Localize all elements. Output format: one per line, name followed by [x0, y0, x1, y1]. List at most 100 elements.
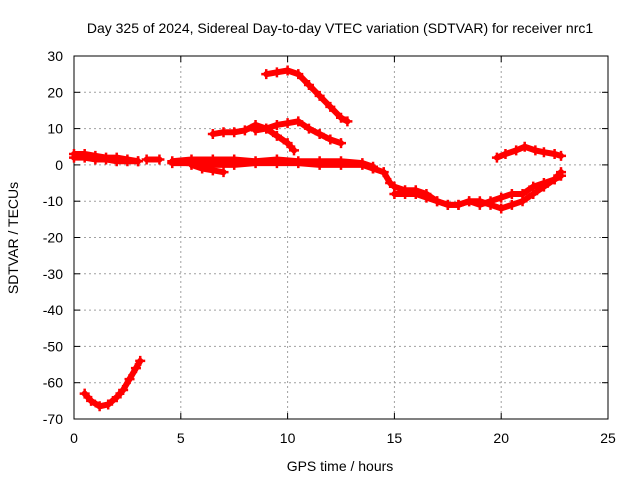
data-point	[314, 90, 325, 101]
x-tick-label: 10	[280, 430, 296, 446]
data-point	[491, 152, 502, 163]
data-point	[453, 199, 464, 210]
data-point	[325, 101, 336, 112]
y-tick-label: -50	[43, 338, 63, 354]
data-point	[293, 69, 304, 80]
data-point	[239, 125, 250, 136]
chart-title: Day 325 of 2024, Sidereal Day-to-day VTE…	[87, 20, 593, 36]
data-point	[271, 158, 282, 169]
data-point	[357, 159, 368, 170]
data-point	[506, 199, 517, 210]
data-point	[229, 127, 240, 138]
data-point	[314, 159, 325, 170]
y-tick-label: 10	[47, 121, 63, 137]
data-point	[218, 127, 229, 138]
data-point	[293, 116, 304, 127]
series-line-arc-6	[188, 161, 227, 176]
data-point	[432, 196, 443, 207]
data-point	[368, 163, 379, 174]
data-point	[506, 188, 517, 199]
data-point	[154, 154, 165, 165]
y-tick-label: -60	[43, 375, 63, 391]
data-point	[293, 158, 304, 169]
data-point	[124, 374, 135, 385]
data-point	[496, 192, 507, 203]
data-point	[378, 167, 389, 178]
data-point	[538, 147, 549, 158]
y-tick-label: -70	[43, 411, 63, 427]
data-point	[118, 384, 129, 395]
data-point	[325, 134, 336, 145]
x-axis-label: GPS time / hours	[287, 458, 394, 474]
data-point	[135, 355, 146, 366]
data-point	[342, 116, 353, 127]
data-point	[141, 154, 152, 165]
x-tick-label: 5	[177, 430, 185, 446]
data-point	[500, 149, 511, 160]
x-tick-label: 20	[493, 430, 509, 446]
data-point	[79, 388, 90, 399]
data-point	[282, 65, 293, 76]
data-point	[538, 181, 549, 192]
y-tick-label: 20	[47, 84, 63, 100]
data-point	[303, 80, 314, 91]
data-point	[464, 196, 475, 207]
data-point	[111, 156, 122, 167]
data-point	[556, 167, 567, 178]
data-point	[442, 199, 453, 210]
data-point	[101, 154, 112, 165]
data-point	[111, 392, 122, 403]
data-point	[336, 112, 346, 123]
data-point	[167, 158, 178, 169]
data-point	[229, 159, 240, 170]
axis-ticks	[73, 55, 609, 420]
data-point	[556, 150, 567, 161]
data-point	[303, 123, 314, 134]
data-series	[69, 65, 567, 412]
data-point	[549, 149, 560, 160]
data-point	[130, 363, 141, 374]
data-point	[103, 399, 114, 410]
data-point	[94, 401, 105, 412]
y-axis-label: SDTVAR / TECUs	[5, 182, 21, 294]
data-point	[90, 154, 101, 165]
data-point	[282, 118, 293, 129]
y-tick-label: -30	[43, 266, 63, 282]
data-point	[250, 125, 261, 136]
x-tick-label: 25	[600, 430, 616, 446]
data-point	[400, 188, 411, 199]
data-point	[271, 119, 282, 130]
data-point	[528, 188, 539, 199]
data-point	[86, 395, 97, 406]
data-point	[549, 174, 560, 185]
data-point	[261, 69, 272, 80]
data-point	[517, 196, 528, 207]
data-point	[289, 145, 300, 156]
data-point	[389, 188, 400, 199]
data-point	[485, 199, 496, 210]
data-point	[271, 67, 282, 78]
x-tick-label: 15	[387, 430, 403, 446]
data-point	[271, 130, 282, 141]
x-tick-label: 0	[70, 430, 78, 446]
x-tick-labels: 0 5 10 15 20 25	[70, 430, 616, 446]
y-tick-labels: -70 -60 -50 -40 -30 -20 -10 0 10 20 30	[43, 48, 63, 427]
data-point	[122, 156, 133, 167]
data-point	[250, 158, 261, 169]
data-point	[218, 167, 229, 178]
data-point	[79, 152, 90, 163]
data-point	[69, 152, 79, 163]
data-point	[282, 138, 293, 149]
y-tick-label: -10	[43, 193, 63, 209]
data-point	[197, 163, 208, 174]
data-point	[410, 188, 421, 199]
y-tick-label: -20	[43, 230, 63, 246]
grid	[74, 56, 608, 419]
data-point	[336, 138, 346, 149]
data-point	[530, 145, 541, 156]
data-point	[474, 196, 485, 207]
data-point	[314, 129, 325, 140]
data-point	[336, 159, 346, 170]
